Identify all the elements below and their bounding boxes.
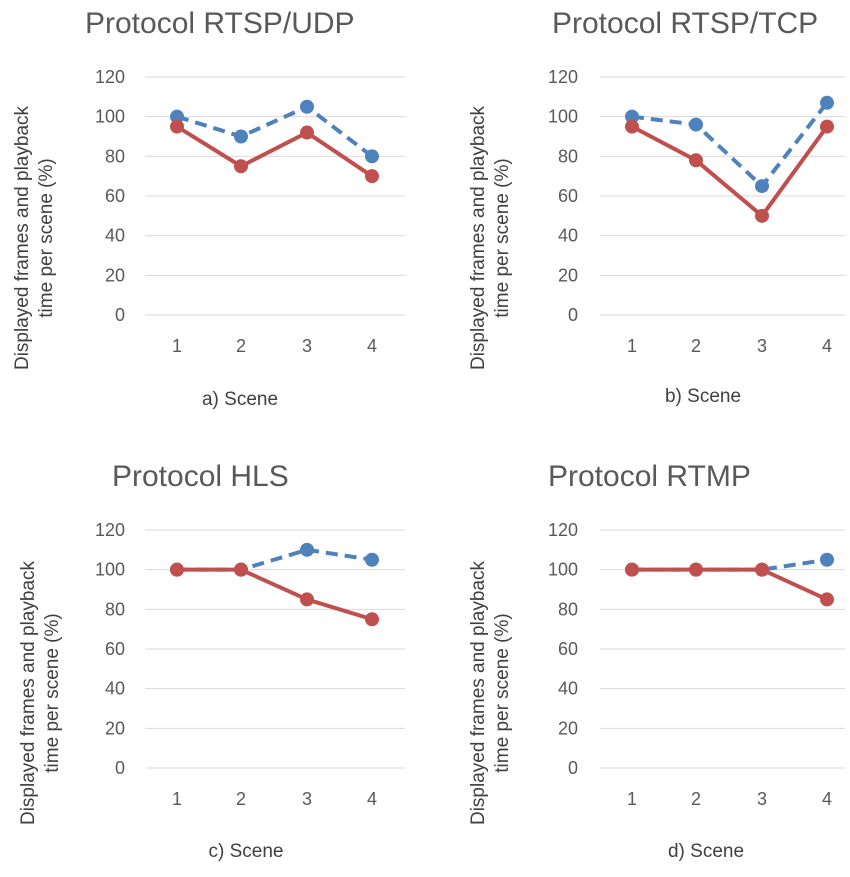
data-point-solid-2 (234, 159, 248, 174)
data-point-solid-3 (300, 592, 314, 607)
y-tick-label: 120 (95, 520, 125, 540)
x-tick-label: 1 (627, 336, 637, 356)
data-point-solid-1 (170, 119, 184, 134)
data-point-solid-1 (170, 562, 184, 577)
y-tick-label: 40 (105, 679, 125, 699)
data-point-solid-4 (365, 612, 379, 627)
data-point-dashed-1 (170, 109, 184, 124)
x-tick-label: 1 (627, 789, 637, 809)
y-tick-label: 60 (558, 639, 578, 659)
series-line-solid (175, 124, 374, 178)
y-tick-label: 40 (558, 679, 578, 699)
y-axis-title-line-1: Displayed frames and playback (12, 105, 33, 370)
chart-panel-3: Protocol HLS 0 20 40 60 80 100 120 1 2 3 4 c) Scene D… (18, 460, 405, 862)
x-tick-label: 4 (367, 336, 377, 356)
data-point-dashed-3 (300, 542, 314, 557)
data-point-solid-2 (689, 153, 703, 168)
x-tick-label: 4 (367, 789, 377, 809)
x-axis-title: d) Scene (668, 841, 744, 862)
data-point-dashed-3 (300, 99, 314, 114)
y-tick-label: 0 (115, 758, 125, 778)
y-axis-title-line-2: time per scene (%) (36, 158, 57, 317)
chart-title: Protocol RTSP/TCP (552, 7, 818, 40)
y-tick-label: 80 (105, 146, 125, 166)
data-point-dashed-4 (820, 552, 834, 567)
data-point-dashed-3 (755, 179, 769, 194)
x-tick-label: 3 (757, 336, 767, 356)
y-tick-label: 0 (568, 758, 578, 778)
x-tick-label: 2 (691, 789, 701, 809)
y-tick-label: 60 (105, 186, 125, 206)
y-tick-label: 120 (95, 67, 125, 87)
y-tick-label: 120 (548, 67, 578, 87)
data-point-dashed-2 (689, 117, 703, 132)
y-tick-label: 60 (105, 639, 125, 659)
data-point-dashed-2 (234, 129, 248, 144)
chart-panel-4: Protocol RTMP 0 20 40 60 80 100 120 1 2 3 4 d) Scene… (468, 460, 845, 862)
data-point-solid-4 (820, 119, 834, 134)
x-tick-label: 3 (302, 336, 312, 356)
chart-panel-1: Protocol RTSP/UDP 0 20 40 60 80 100 120 1 2 3 4 a) S… (12, 7, 405, 410)
series-line-dashed (177, 547, 373, 572)
y-tick-label: 0 (568, 305, 578, 325)
y-tick-label: 120 (548, 520, 578, 540)
data-point-solid-4 (365, 169, 379, 184)
data-point-solid-3 (300, 125, 314, 140)
data-point-solid-2 (689, 562, 703, 577)
x-tick-label: 3 (757, 789, 767, 809)
x-axis-title: b) Scene (665, 386, 741, 407)
y-tick-label: 100 (95, 560, 125, 580)
data-point-dashed-4 (365, 552, 379, 567)
data-point-dashed-1 (625, 109, 639, 124)
y-tick-label: 100 (548, 107, 578, 127)
x-tick-label: 4 (822, 336, 832, 356)
x-axis-title: a) Scene (202, 389, 278, 410)
data-point-solid-4 (820, 592, 834, 607)
series-line-solid (631, 124, 829, 218)
series-line-dashed (631, 101, 829, 189)
chart-title: Protocol HLS (112, 460, 289, 493)
y-tick-label: 80 (558, 599, 578, 619)
data-point-dashed-4 (365, 149, 379, 164)
x-tick-label: 3 (302, 789, 312, 809)
data-point-solid-3 (755, 208, 769, 223)
series-line-solid (632, 567, 828, 602)
y-tick-label: 20 (105, 718, 125, 738)
x-tick-label: 4 (822, 789, 832, 809)
y-tick-label: 20 (105, 265, 125, 285)
y-tick-label: 40 (105, 226, 125, 246)
y-tick-label: 100 (95, 107, 125, 127)
x-tick-label: 2 (236, 336, 246, 356)
chart-title: Protocol RTMP (548, 460, 751, 493)
y-axis-title-line-1: Displayed frames and playback (468, 105, 489, 370)
y-tick-label: 100 (548, 560, 578, 580)
data-point-solid-2 (234, 562, 248, 577)
x-axis-title: c) Scene (209, 841, 284, 862)
y-tick-label: 80 (105, 599, 125, 619)
y-tick-label: 40 (558, 226, 578, 246)
y-axis-title-line-2: time per scene (%) (42, 613, 63, 772)
x-tick-label: 1 (172, 336, 182, 356)
data-point-solid-1 (625, 562, 639, 577)
y-axis-title-line-2: time per scene (%) (492, 158, 513, 317)
y-tick-label: 0 (115, 305, 125, 325)
y-axis-title-line-1: Displayed frames and playback (18, 560, 39, 825)
y-tick-label: 20 (558, 718, 578, 738)
data-point-solid-1 (625, 119, 639, 134)
chart-panel-2: Protocol RTSP/TCP 0 20 40 60 80 100 120 1 2 3 4 b) S… (468, 7, 845, 407)
series-line-dashed (176, 104, 374, 158)
y-tick-label: 60 (558, 186, 578, 206)
y-tick-label: 80 (558, 146, 578, 166)
x-tick-label: 2 (691, 336, 701, 356)
y-axis-title-line-1: Displayed frames and playback (468, 560, 489, 825)
y-axis-title-line-2: time per scene (%) (492, 613, 513, 772)
chart-title: Protocol RTSP/UDP (85, 7, 355, 40)
data-point-solid-3 (755, 562, 769, 577)
x-tick-label: 2 (236, 789, 246, 809)
y-tick-label: 20 (558, 265, 578, 285)
data-point-dashed-4 (820, 95, 834, 110)
x-tick-label: 1 (172, 789, 182, 809)
series-line-solid (177, 567, 373, 622)
